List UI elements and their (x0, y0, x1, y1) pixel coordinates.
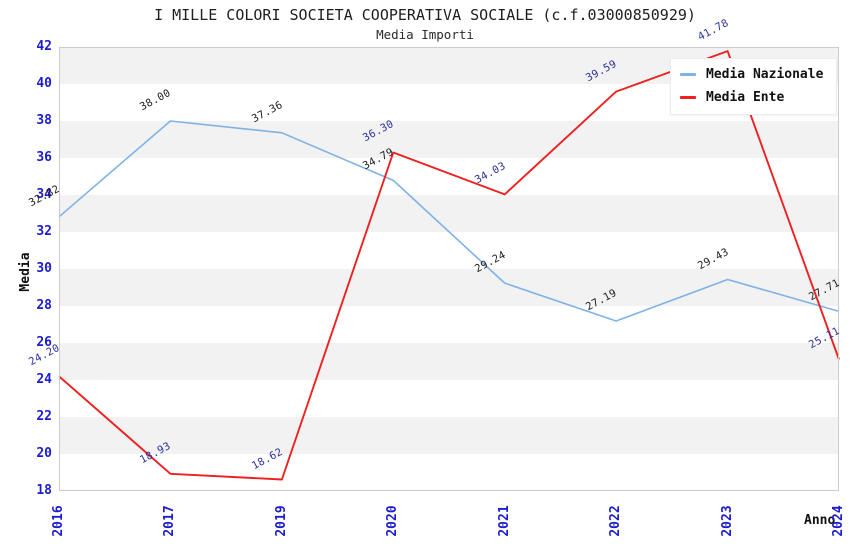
legend: Media Nazionale Media Ente (670, 58, 838, 115)
legend-swatch-icon (680, 73, 696, 76)
x-tick-label: 2023 (719, 505, 735, 537)
legend-item-media-nazionale: Media Nazionale (680, 67, 823, 82)
background-band (59, 232, 839, 269)
legend-label: Media Nazionale (706, 67, 824, 82)
y-tick-label: 22 (36, 409, 52, 424)
background-band (59, 380, 839, 417)
x-tick-label: 2016 (51, 505, 66, 537)
legend-item-media-ente: Media Ente (680, 90, 823, 105)
legend-label: Media Ente (706, 90, 785, 105)
background-band (59, 306, 839, 343)
y-tick-label: 32 (36, 224, 52, 239)
legend-swatch-icon (680, 96, 696, 99)
background-band (59, 195, 839, 232)
background-band (59, 269, 839, 306)
series-line-media-nazionale (58, 120, 840, 322)
y-tick-label: 30 (36, 261, 52, 276)
y-tick-label: 26 (36, 335, 52, 350)
chart-title: I MILLE COLORI SOCIETA COOPERATIVA SOCIA… (154, 6, 696, 24)
y-tick-label: 24 (36, 372, 52, 387)
y-tick-label: 42 (36, 39, 52, 54)
x-tick-label: 2021 (496, 505, 512, 537)
y-tick-label: 34 (36, 187, 52, 202)
y-tick-label: 38 (36, 113, 52, 128)
series-line-media-ente (58, 50, 840, 481)
plot-border (59, 47, 839, 491)
y-tick-label: 40 (36, 76, 52, 91)
background-band (59, 454, 839, 491)
y-tick-label: 20 (36, 446, 52, 461)
x-tick-label: 2017 (162, 505, 178, 537)
background-band (59, 121, 839, 158)
chart-subtitle: Media Importi (376, 27, 474, 42)
background-band (59, 158, 839, 195)
y-tick-label: 36 (36, 150, 52, 165)
x-tick-label: 2024 (831, 505, 846, 537)
background-band (59, 417, 839, 454)
background-band (59, 343, 839, 380)
x-tick-label: 2022 (608, 505, 624, 537)
x-tick-label: 2019 (273, 505, 289, 537)
x-axis-title: Anno (804, 513, 836, 528)
x-tick-label: 2020 (385, 505, 401, 537)
y-tick-label: 28 (36, 298, 52, 313)
y-tick-label: 18 (36, 483, 52, 498)
